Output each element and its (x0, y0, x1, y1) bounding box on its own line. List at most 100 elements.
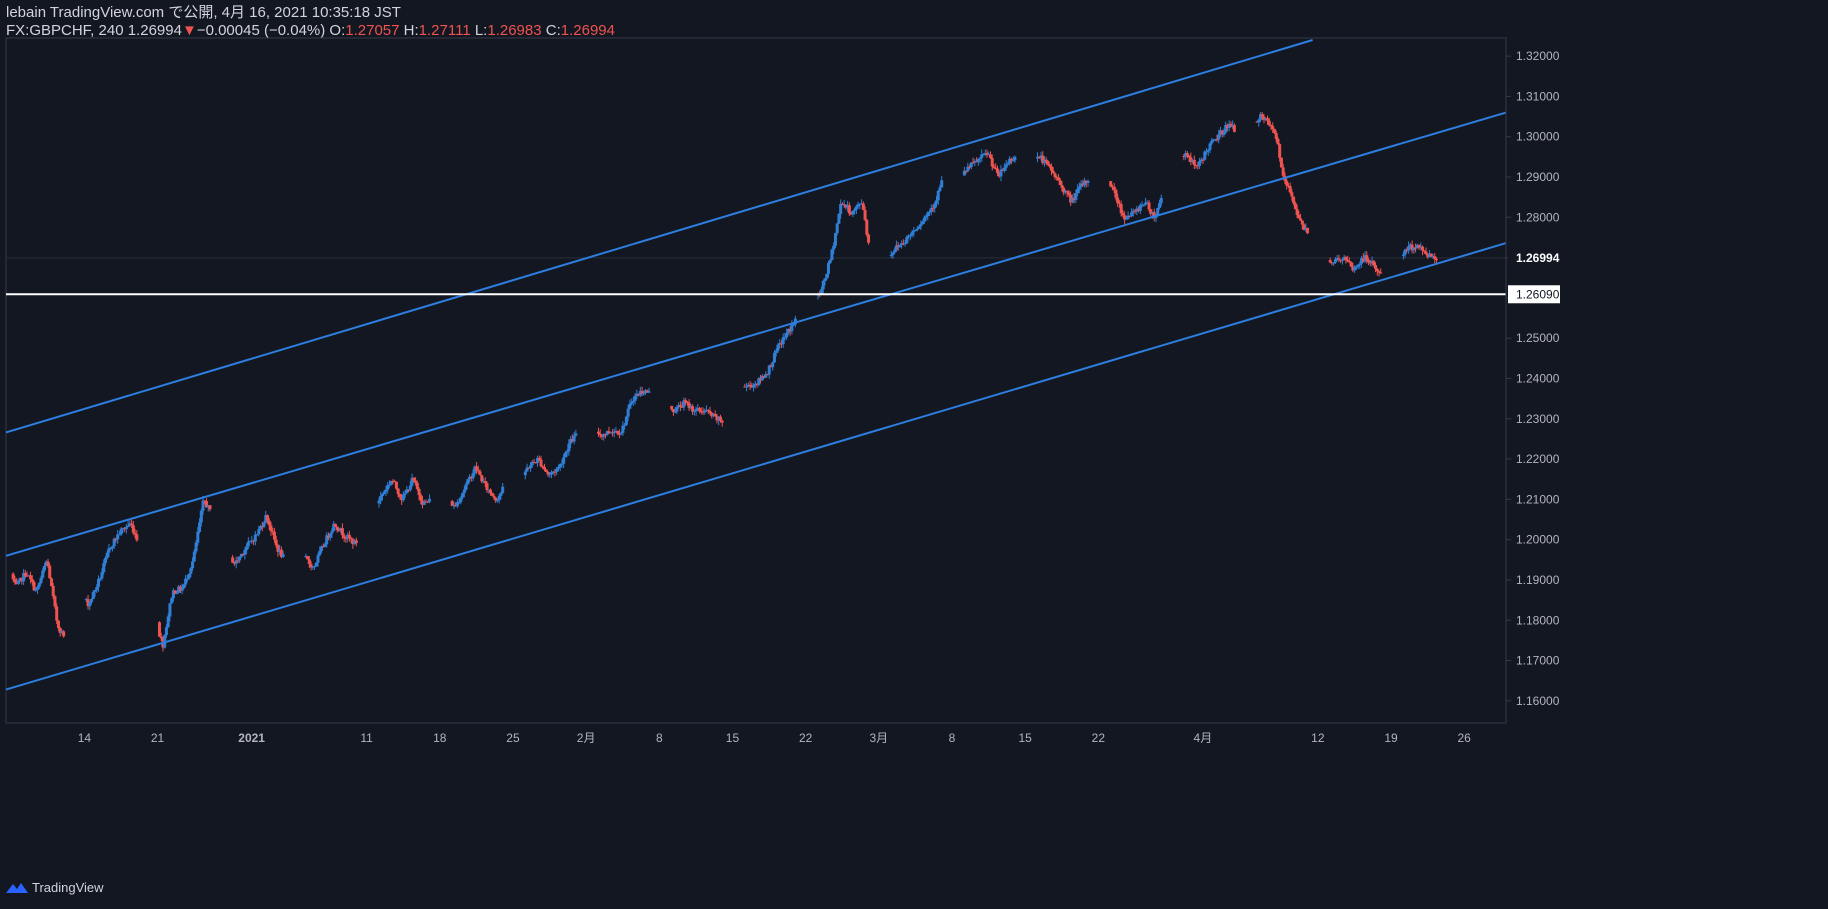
candle-body-up (523, 471, 527, 476)
candle-body-down (1272, 129, 1276, 134)
candle-body-up (377, 500, 381, 504)
candle-body-up (908, 235, 912, 237)
time-tick-label: 2021 (238, 731, 265, 745)
candle-body-up (464, 484, 468, 490)
candle-body-down (1056, 177, 1060, 181)
candle-body-down (349, 538, 353, 540)
candle-body-down (159, 636, 163, 639)
change-down-icon: ▼ (181, 22, 197, 39)
candle-body-up (1006, 163, 1010, 165)
candle-body-up (903, 243, 907, 245)
candle-body-down (680, 406, 684, 408)
time-tick-label: 12 (1311, 731, 1325, 745)
candle-body-down (1351, 266, 1355, 271)
candle-body-up (983, 153, 987, 155)
price-tick-label: 1.28000 (1516, 210, 1560, 224)
candle-body-up (905, 236, 909, 244)
channel-line-lower[interactable] (5, 242, 1507, 691)
ohlc-line: FX:GBPCHF, 240 1.26994▼−0.00045 (−0.04%)… (6, 22, 615, 40)
candle-body-up (201, 500, 205, 511)
candle-body-up (934, 200, 938, 204)
candle-body-up (980, 154, 984, 158)
candle-body-down (1372, 260, 1376, 266)
candle-body-up (314, 562, 318, 567)
candle-body-up (194, 542, 198, 552)
candle-body-up (1217, 134, 1221, 140)
candle-body-up (630, 402, 634, 404)
candle-body-down (1114, 189, 1118, 198)
candle-body-up (919, 224, 923, 227)
candle-body-down (265, 515, 269, 521)
time-tick-label: 22 (799, 731, 813, 745)
candle-body-down (706, 410, 710, 412)
candle-body-up (624, 416, 628, 425)
candle-body-down (997, 172, 1001, 177)
candle-body-down (114, 538, 118, 540)
candle-body-up (929, 208, 933, 212)
candle-body-down (49, 578, 53, 586)
channel-line-middle[interactable] (5, 111, 1507, 557)
candle-body-down (1065, 190, 1069, 193)
candle-body-up (253, 534, 257, 542)
candle-body-up (250, 540, 254, 542)
candle-body-down (1084, 180, 1088, 183)
candle-body-up (792, 324, 796, 326)
candle-body-up (1184, 153, 1188, 157)
candle-body-down (56, 620, 60, 629)
candle-body-up (206, 505, 210, 508)
candle-body-up (642, 393, 646, 395)
candle-body-up (1144, 202, 1148, 205)
candle-body-up (940, 180, 944, 188)
candle-body-down (326, 535, 330, 538)
candle-body-up (386, 485, 390, 490)
candle-body-down (1067, 192, 1071, 195)
candle-body-down (51, 585, 55, 597)
candle-body-up (856, 204, 860, 207)
candle-body-up (1264, 118, 1268, 120)
candle-body-up (774, 350, 778, 353)
candle-body-down (269, 525, 273, 532)
candle-body-up (635, 393, 639, 396)
candle-body-up (1412, 247, 1416, 251)
candle-body-down (901, 243, 905, 245)
candle-body-up (501, 486, 505, 493)
candle-body-up (1206, 149, 1210, 152)
candle-body-down (309, 563, 313, 568)
candle-body-down (1292, 196, 1296, 204)
candle-body-up (826, 262, 830, 274)
candle-body-up (1401, 254, 1405, 256)
candle-body-up (1353, 267, 1357, 271)
last-price-label: 1.26994 (1516, 251, 1560, 265)
candle-body-up (609, 432, 613, 434)
candle-body-up (694, 409, 698, 411)
candle-body-up (380, 493, 384, 497)
footer: TradingView (6, 880, 104, 895)
candle-body-down (480, 475, 484, 482)
candle-body-up (673, 411, 677, 413)
candle-body-down (600, 435, 604, 437)
time-tick-label: 22 (1092, 731, 1106, 745)
candle-body-up (790, 324, 794, 332)
candle-body-down (1267, 120, 1271, 126)
candle-body-up (1415, 244, 1419, 249)
candle-body-up (177, 586, 181, 593)
candle-body-up (1419, 246, 1423, 248)
candle-body-up (1135, 208, 1139, 212)
candle-body-down (1328, 260, 1332, 263)
candle-body-down (135, 534, 139, 541)
candle-body-down (1346, 260, 1350, 262)
candle-body-down (1133, 210, 1137, 212)
candle-body-up (495, 500, 499, 502)
candle-body-up (835, 223, 839, 234)
candle-body-down (570, 439, 574, 442)
candle-body-up (239, 553, 243, 557)
candle-body-up (563, 452, 567, 458)
candle-body-down (1297, 214, 1301, 219)
candle-body-up (891, 252, 895, 255)
candle-body-down (684, 400, 688, 403)
candle-body-up (1227, 123, 1231, 128)
price-chart[interactable]: 1.16000 1.17000 1.18000 1.19000 1.20000 1.210… (0, 0, 1828, 870)
channel-line-upper[interactable] (5, 39, 1313, 434)
drawing-layer[interactable] (5, 39, 1507, 691)
candle-body-up (121, 528, 125, 530)
